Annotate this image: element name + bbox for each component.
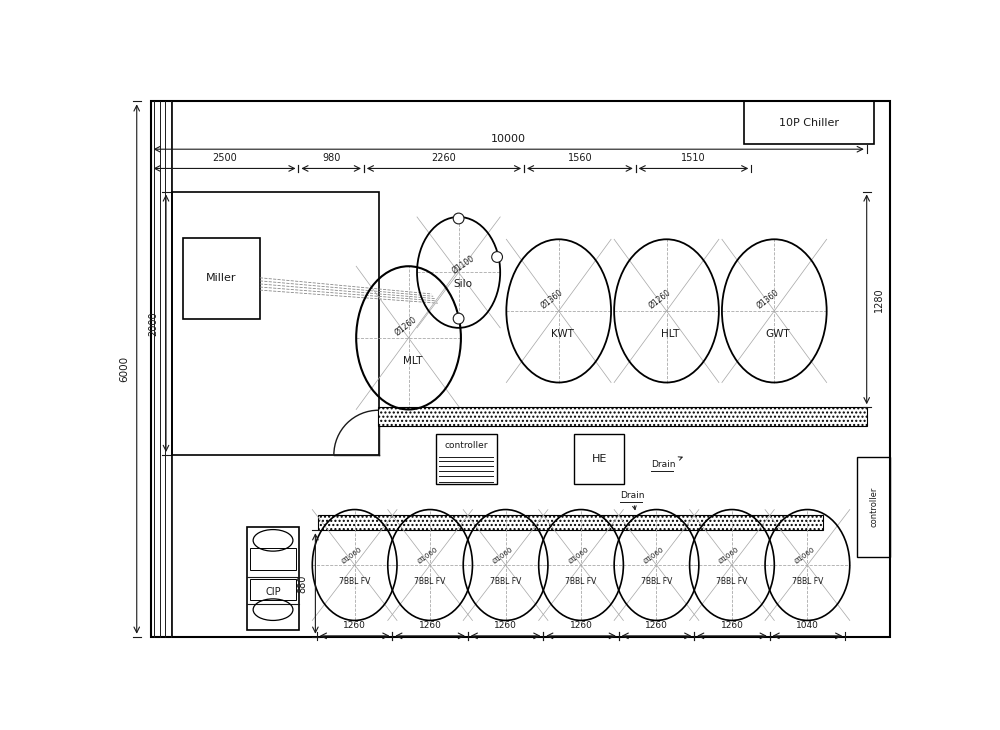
Circle shape — [453, 313, 464, 324]
Bar — [857, 457, 890, 557]
Bar — [744, 101, 874, 144]
Text: controller: controller — [869, 487, 878, 528]
Text: Ø1060: Ø1060 — [341, 547, 363, 565]
Bar — [318, 515, 823, 531]
Text: HLT: HLT — [661, 329, 680, 339]
Text: Ø1060: Ø1060 — [643, 547, 665, 565]
Text: 1260: 1260 — [721, 621, 743, 631]
Text: 1260: 1260 — [570, 621, 592, 631]
Circle shape — [492, 252, 502, 262]
Text: 1510: 1510 — [681, 153, 706, 163]
Text: Miller: Miller — [206, 273, 237, 283]
Text: 10000: 10000 — [491, 134, 526, 144]
Bar — [247, 526, 299, 631]
Bar — [378, 407, 867, 426]
Text: 7BBL FV: 7BBL FV — [641, 577, 672, 586]
Text: Ø1060: Ø1060 — [567, 547, 590, 565]
Text: Ø1360: Ø1360 — [539, 288, 565, 311]
Bar — [172, 191, 379, 455]
Text: Ø1100: Ø1100 — [451, 254, 477, 276]
Text: Ø1360: Ø1360 — [755, 288, 780, 311]
Bar — [574, 434, 624, 484]
Text: MLT: MLT — [403, 356, 422, 366]
Text: HE: HE — [591, 454, 607, 464]
Text: 1260: 1260 — [419, 621, 442, 631]
Circle shape — [453, 213, 464, 224]
Text: 1260: 1260 — [343, 621, 366, 631]
Text: 7BBL FV: 7BBL FV — [716, 577, 748, 586]
Bar — [183, 238, 260, 318]
Text: GWT: GWT — [766, 329, 790, 339]
Text: 2000: 2000 — [148, 311, 158, 336]
Text: Ø1060: Ø1060 — [492, 547, 514, 565]
Text: 2500: 2500 — [212, 153, 237, 163]
Text: Silo: Silo — [453, 279, 472, 289]
Text: controller: controller — [445, 441, 488, 450]
Text: 1280: 1280 — [874, 287, 884, 312]
Bar — [151, 101, 172, 637]
Text: 880: 880 — [298, 575, 308, 593]
Text: Drain: Drain — [620, 491, 645, 510]
Text: Ø1060: Ø1060 — [416, 547, 439, 565]
Text: 1560: 1560 — [568, 153, 592, 163]
Text: 1260: 1260 — [645, 621, 668, 631]
Bar — [250, 579, 296, 600]
Bar — [436, 434, 497, 484]
Text: 2260: 2260 — [432, 153, 456, 163]
Text: Ø1060: Ø1060 — [794, 547, 816, 565]
Text: 980: 980 — [322, 153, 340, 163]
Text: Drain: Drain — [651, 457, 682, 469]
Text: Ø1260: Ø1260 — [393, 315, 418, 337]
Text: KWT: KWT — [551, 329, 574, 339]
Text: 1260: 1260 — [494, 621, 517, 631]
Text: 7BBL FV: 7BBL FV — [490, 577, 521, 586]
Text: 7BBL FV: 7BBL FV — [792, 577, 823, 586]
Text: 1040: 1040 — [796, 621, 819, 631]
Text: CIP: CIP — [265, 587, 281, 597]
Text: 7BBL FV: 7BBL FV — [339, 577, 370, 586]
Text: Ø1260: Ø1260 — [647, 288, 673, 311]
Text: 6000: 6000 — [119, 356, 129, 382]
Bar — [250, 548, 296, 569]
Text: 7BBL FV: 7BBL FV — [565, 577, 597, 586]
Text: 10P Chiller: 10P Chiller — [779, 118, 839, 128]
Text: Ø1060: Ø1060 — [718, 547, 741, 565]
Text: 7BBL FV: 7BBL FV — [414, 577, 446, 586]
